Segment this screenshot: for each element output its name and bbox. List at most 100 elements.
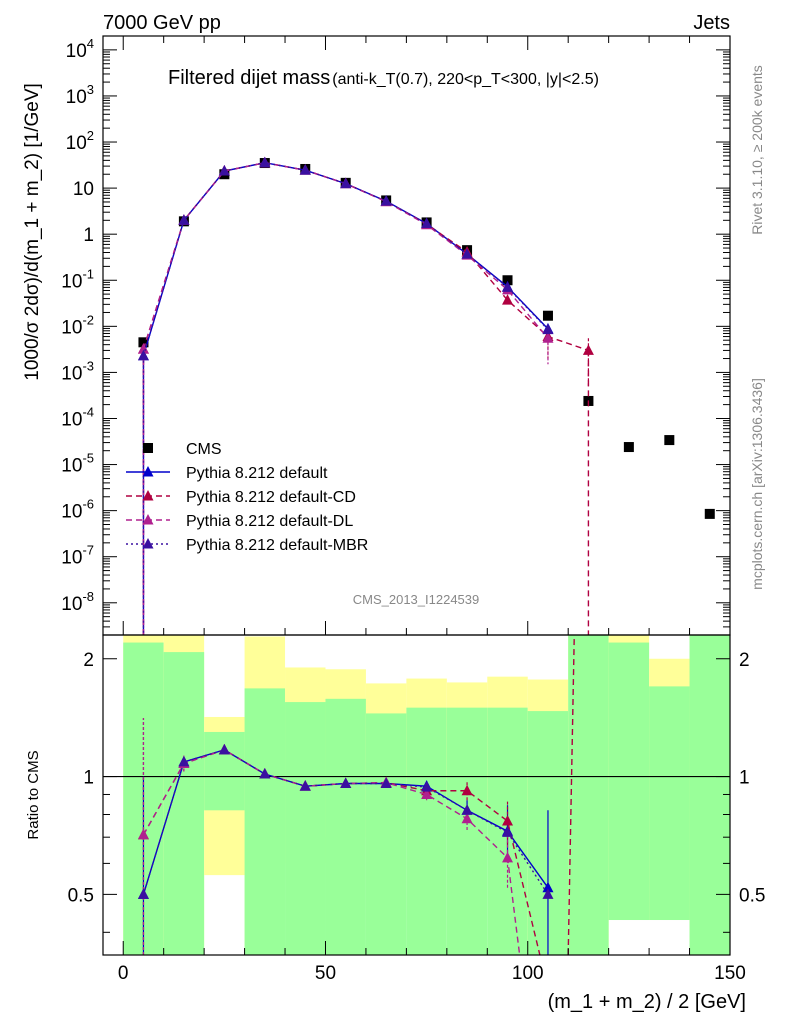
band-green-8 [446, 707, 488, 955]
rivet-label: Rivet 3.1.10, ≥ 200k events [749, 65, 765, 235]
legend-label: Pythia 8.212 default-CD [186, 489, 356, 506]
ratio-marker [218, 743, 230, 755]
ratio-marker [259, 768, 271, 779]
ratio-ytick-label-right: 1 [739, 768, 750, 789]
legend-label: Pythia 8.212 default-MBR [186, 537, 368, 554]
band-green-2 [204, 731, 245, 811]
main-y-axis-title: 1000/σ 2dσ)/d(m_1 + m_2) [1/GeV] [22, 83, 43, 381]
ratio-series-3 [137, 743, 554, 899]
main-marker [137, 343, 149, 354]
ratio-marker [299, 780, 311, 791]
main-ytick-label: 10-5 [61, 451, 94, 477]
main-line-2 [142, 162, 589, 352]
main-line-1 [142, 162, 549, 356]
ratio-marker [542, 888, 554, 899]
legend-swatch-marker [142, 466, 154, 477]
ratio-marker [502, 826, 514, 837]
ratio-ytick-label: 2 [83, 650, 94, 671]
ratio-ytick-label-right: 2 [739, 650, 750, 671]
cms-data-point [542, 310, 553, 321]
ratio-reentry-1 [567, 635, 575, 955]
main-marker [340, 177, 352, 189]
main-marker [218, 165, 230, 176]
main-marker [502, 281, 514, 292]
legend-swatch [143, 443, 153, 453]
main-marker [299, 164, 311, 175]
main-ytick-label: 1 [83, 225, 94, 246]
main-marker [259, 156, 271, 168]
site-label: mcplots.cern.ch [arXiv:1306.3436] [749, 378, 765, 590]
main-marker [542, 323, 554, 335]
legend-label: CMS [186, 441, 222, 458]
main-line-3 [142, 162, 549, 350]
legend: CMS Pythia 8.212 default Pythia 8.212 defa… [126, 441, 368, 554]
main-marker [542, 332, 554, 343]
main-ytick-label: 10-4 [61, 404, 94, 430]
legend-item-3: Pythia 8.212 default-DL [126, 513, 353, 530]
ratio-marker [137, 888, 149, 899]
band-green-1 [163, 652, 205, 955]
cms-data-point [138, 337, 149, 348]
ratio-marker [502, 851, 514, 863]
main-marker [380, 195, 392, 206]
main-marker [421, 217, 433, 229]
main-marker [582, 344, 594, 355]
ratio-marker [421, 788, 433, 799]
ratio-uncertainty-bands [103, 635, 730, 955]
ratio-marker [380, 777, 392, 789]
band-green-12 [608, 642, 650, 921]
ratio-marker [461, 784, 473, 796]
band-green-7 [406, 707, 447, 955]
main-ytick-label: 104 [66, 36, 94, 62]
band-green-14 [689, 635, 730, 955]
ratio-ytick-label-right: 0.5 [739, 885, 765, 906]
cms-data-point [623, 442, 634, 453]
legend-item-1: Pythia 8.212 default [126, 465, 328, 482]
band-green-11 [568, 635, 609, 955]
ratio-xtick-label: 100 [512, 963, 544, 984]
main-ytick-label: 102 [66, 128, 94, 154]
energy-label: 7000 GeV pp [103, 12, 221, 34]
ratio-xtick-label: 50 [315, 963, 336, 984]
category-label: Jets [693, 12, 730, 34]
ratio-ytick-label: 1 [83, 768, 94, 789]
main-ytick-label: 103 [66, 82, 94, 108]
legend-item-0: CMS [143, 441, 222, 458]
cms-data-point [664, 435, 675, 446]
ratio-marker [137, 828, 149, 840]
ratio-marker [461, 804, 473, 815]
ratio-marker [461, 812, 473, 824]
title-main: Filtered dijet mass [168, 67, 330, 89]
analysis-id: CMS_2013_I1224539 [353, 592, 480, 607]
ratio-ytick-label: 0.5 [68, 885, 94, 906]
axes-group: 10-810-710-610-510-410-310-210-111010210… [61, 35, 765, 984]
ratio-series-group [137, 635, 575, 955]
legend-swatch-marker [142, 514, 154, 525]
ratio-marker [502, 814, 514, 826]
main-series-4 [137, 156, 554, 635]
band-green-5 [325, 698, 366, 955]
ratio-frame [102, 634, 731, 956]
band-green-6 [365, 713, 407, 955]
main-marker [178, 214, 190, 225]
legend-swatch-marker [142, 490, 154, 501]
main-ytick-label: 10-8 [61, 589, 94, 615]
band-green-4 [285, 702, 326, 955]
legend-item-4: Pythia 8.212 default-MBR [126, 537, 368, 554]
legend-item-2: Pythia 8.212 default-CD [126, 489, 356, 506]
main-marker [461, 248, 473, 259]
main-ytick-label: 10-2 [61, 312, 94, 338]
band-green-13 [649, 686, 690, 921]
ratio-xtick-label: 150 [714, 963, 746, 984]
main-ytick-label: 10-3 [61, 358, 94, 384]
ratio-xtick-label: 0 [118, 963, 129, 984]
main-ytick-label: 10 [73, 179, 94, 200]
band-green-3 [244, 688, 286, 955]
main-ytick-label: 10-7 [61, 543, 94, 569]
legend-label: Pythia 8.212 default-DL [186, 513, 353, 530]
cms-data-point [502, 275, 513, 286]
main-marker [137, 349, 149, 361]
ratio-marker [178, 755, 190, 767]
main-series-group [137, 156, 715, 635]
